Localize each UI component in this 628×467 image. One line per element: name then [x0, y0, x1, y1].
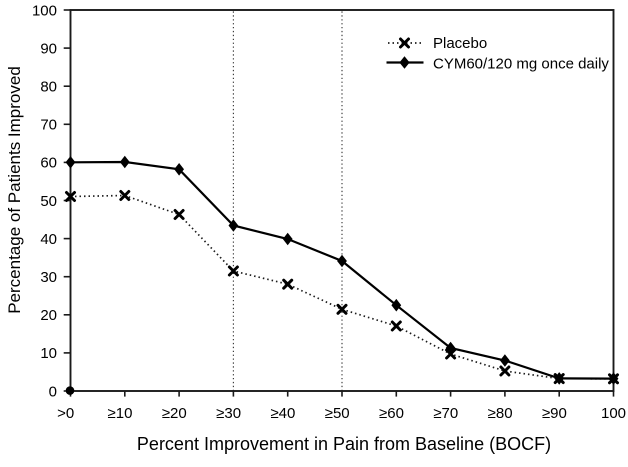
svg-text:20: 20	[40, 307, 57, 324]
svg-text:60: 60	[40, 155, 57, 172]
svg-text:≥30: ≥30	[216, 405, 241, 422]
svg-text:≥70: ≥70	[433, 405, 458, 422]
svg-text:CYM60/120 mg once daily: CYM60/120 mg once daily	[433, 55, 609, 72]
svg-text:≥50: ≥50	[325, 405, 350, 422]
svg-text:Percent Improvement in Pain fr: Percent Improvement in Pain from Baselin…	[137, 434, 551, 454]
svg-text:40: 40	[40, 231, 57, 248]
svg-text:70: 70	[40, 117, 57, 134]
svg-text:≥20: ≥20	[162, 405, 187, 422]
svg-text:≥90: ≥90	[542, 405, 567, 422]
svg-text:Percentage of Patients Improve: Percentage of Patients Improved	[5, 66, 24, 314]
svg-text:100: 100	[32, 2, 57, 19]
svg-text:80: 80	[40, 79, 57, 96]
svg-text:90: 90	[40, 40, 57, 57]
svg-text:>0: >0	[57, 405, 74, 422]
svg-text:10: 10	[40, 345, 57, 362]
svg-text:≥60: ≥60	[379, 405, 404, 422]
svg-text:30: 30	[40, 269, 57, 286]
svg-text:≥10: ≥10	[108, 405, 133, 422]
svg-text:0: 0	[49, 383, 57, 400]
svg-text:100: 100	[601, 405, 626, 422]
svg-text:≥80: ≥80	[488, 405, 513, 422]
svg-text:Placebo: Placebo	[433, 35, 487, 52]
svg-text:50: 50	[40, 193, 57, 210]
svg-text:≥40: ≥40	[270, 405, 295, 422]
